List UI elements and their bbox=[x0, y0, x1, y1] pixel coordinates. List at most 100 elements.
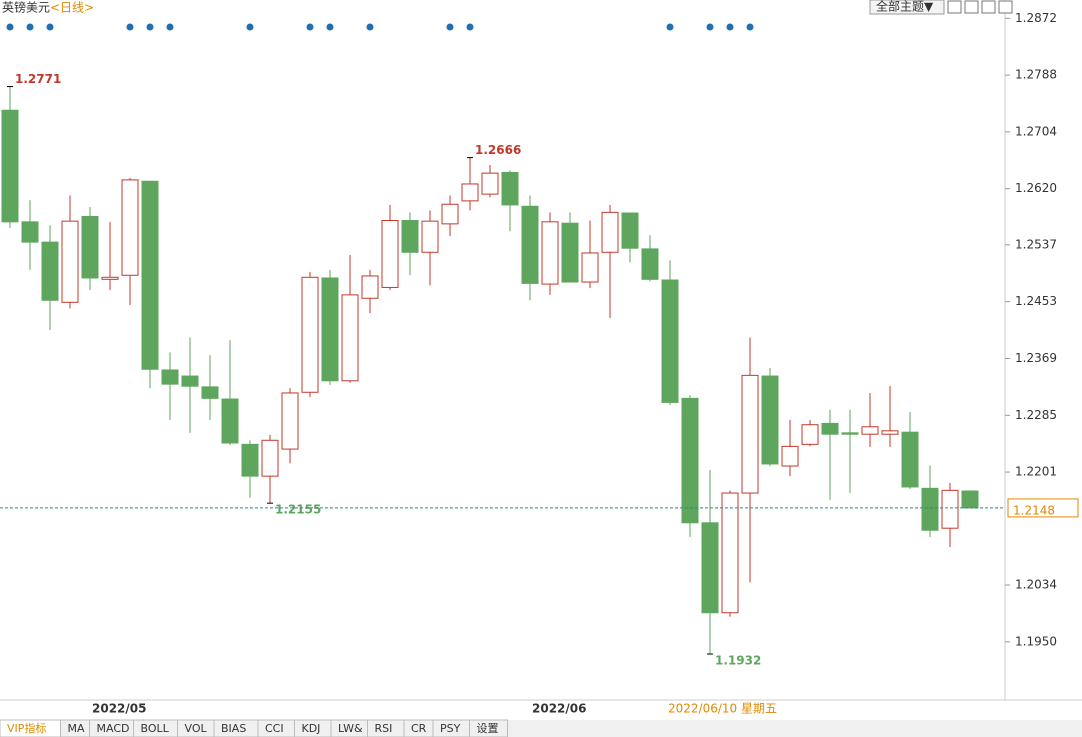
candle-body bbox=[801, 424, 819, 445]
event-marker[interactable] bbox=[666, 23, 674, 31]
candle-body bbox=[641, 248, 659, 280]
candle-body bbox=[581, 252, 599, 283]
chart-subtitle: <日线> bbox=[50, 1, 94, 15]
candle-body bbox=[441, 203, 459, 225]
event-marker[interactable] bbox=[326, 23, 334, 31]
x-tick-label: 2022/06 bbox=[532, 702, 586, 716]
tab-label[interactable]: BIAS bbox=[221, 722, 246, 735]
candle-body bbox=[561, 222, 579, 283]
event-marker[interactable] bbox=[126, 23, 134, 31]
event-marker[interactable] bbox=[746, 23, 754, 31]
candle-body bbox=[401, 219, 419, 253]
candle-body bbox=[661, 279, 679, 403]
tab-label[interactable]: BOLL bbox=[141, 722, 170, 735]
event-marker[interactable] bbox=[146, 23, 154, 31]
candle-body bbox=[1, 109, 19, 223]
tab-label[interactable]: RSI bbox=[375, 722, 393, 735]
y-tick-label: 1.2285 bbox=[1015, 408, 1057, 422]
toolbar-icons[interactable] bbox=[947, 0, 1013, 14]
tab-label[interactable]: LW& bbox=[338, 722, 363, 735]
candle-body bbox=[741, 374, 759, 494]
candle-body bbox=[121, 179, 139, 276]
candle-body bbox=[421, 220, 439, 253]
extreme-label: 1.1932 bbox=[715, 654, 761, 668]
tab-label[interactable]: CCI bbox=[265, 722, 284, 735]
candle-body bbox=[761, 375, 779, 465]
tab-label[interactable]: MACD bbox=[97, 722, 130, 735]
y-tick-label: 1.2872 bbox=[1015, 11, 1057, 25]
tab-label[interactable]: VOL bbox=[185, 722, 208, 735]
candle-body bbox=[781, 445, 799, 467]
tab-label[interactable]: PSY bbox=[440, 722, 461, 735]
event-marker[interactable] bbox=[306, 23, 314, 31]
price-label: 1.2148 bbox=[1013, 503, 1055, 517]
y-tick-label: 1.2704 bbox=[1015, 124, 1057, 138]
tab-label[interactable]: MA bbox=[68, 722, 85, 735]
candle-body bbox=[361, 275, 379, 299]
event-marker[interactable] bbox=[446, 23, 454, 31]
candle-body bbox=[81, 215, 99, 279]
candle-body bbox=[941, 489, 959, 529]
event-marker[interactable] bbox=[246, 23, 254, 31]
event-marker[interactable] bbox=[26, 23, 34, 31]
event-marker[interactable] bbox=[166, 23, 174, 31]
candle-body bbox=[381, 219, 399, 288]
candle-body bbox=[341, 294, 359, 382]
price-box bbox=[1007, 498, 1079, 518]
y-tick-label: 1.2620 bbox=[1015, 181, 1057, 195]
candle-body bbox=[501, 171, 519, 206]
x-tick-label: 2022/05 bbox=[92, 702, 146, 716]
y-tick-label: 1.2453 bbox=[1015, 294, 1057, 308]
candle-body bbox=[241, 443, 259, 477]
candle-body bbox=[301, 276, 319, 393]
candle-body bbox=[721, 492, 739, 614]
candle-body bbox=[841, 432, 859, 435]
y-tick-label: 1.2369 bbox=[1015, 351, 1057, 365]
candle-body bbox=[201, 386, 219, 399]
candle-body bbox=[461, 183, 479, 202]
tab-label[interactable]: KDJ bbox=[302, 722, 321, 735]
candle-body bbox=[541, 221, 559, 285]
candle-body bbox=[861, 426, 879, 435]
event-marker[interactable] bbox=[706, 23, 714, 31]
y-tick-label: 1.2034 bbox=[1015, 578, 1057, 592]
candle-body bbox=[681, 397, 699, 524]
candle-body bbox=[961, 490, 979, 509]
candle-body bbox=[41, 241, 59, 301]
candle-body bbox=[101, 276, 119, 280]
candle-body bbox=[701, 522, 719, 614]
theme-button[interactable] bbox=[869, 0, 945, 15]
candle-body bbox=[261, 439, 279, 477]
candle-body bbox=[521, 205, 539, 284]
event-marker[interactable] bbox=[466, 23, 474, 31]
candle-body bbox=[901, 431, 919, 488]
candle-body bbox=[621, 212, 639, 249]
extreme-label: 1.2666 bbox=[475, 143, 521, 157]
extreme-label: 1.2771 bbox=[15, 72, 61, 86]
candle-body bbox=[61, 220, 79, 303]
theme-button-label[interactable]: 全部主题▼ bbox=[876, 0, 934, 14]
candle-body bbox=[881, 430, 899, 435]
tab-label[interactable]: VIP指标 bbox=[7, 721, 46, 735]
y-tick-label: 1.2201 bbox=[1015, 465, 1057, 479]
y-tick-label: 1.1950 bbox=[1015, 634, 1057, 648]
event-marker[interactable] bbox=[46, 23, 54, 31]
candle-body bbox=[141, 180, 159, 370]
extreme-label: 1.2155 bbox=[275, 503, 321, 517]
y-tick-label: 1.2788 bbox=[1015, 68, 1057, 82]
candle-body bbox=[481, 172, 499, 195]
crosshair-date: 2022/06/10 星期五 bbox=[668, 702, 777, 716]
tab[interactable] bbox=[469, 719, 508, 737]
tab-label[interactable]: 设置 bbox=[477, 722, 499, 735]
candle-body bbox=[321, 277, 339, 382]
chart-title: 英镑美元 bbox=[2, 0, 50, 15]
event-marker[interactable] bbox=[6, 23, 14, 31]
event-marker[interactable] bbox=[726, 23, 734, 31]
tab-label[interactable]: CR bbox=[411, 722, 427, 735]
event-marker[interactable] bbox=[366, 23, 374, 31]
candle-body bbox=[821, 422, 839, 435]
candle-body bbox=[161, 369, 179, 385]
candle-body bbox=[181, 375, 199, 387]
